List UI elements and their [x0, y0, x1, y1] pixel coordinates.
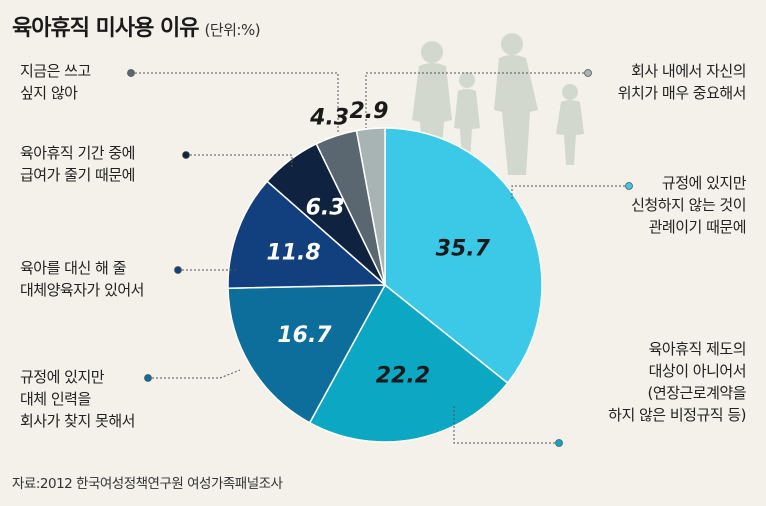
slice-category-label-line: 싶지 않아 — [20, 84, 78, 102]
slice-value-label: 16.7 — [277, 323, 332, 348]
leader-dot — [555, 439, 563, 447]
slice-value-labels: 35.7 22.2 16.7 11.8 6.3 4.3 2.9 — [266, 99, 490, 388]
slice-category-label-line: 하지 않은 비정규직 등) — [608, 406, 746, 424]
source-note: 자료:2012 한국여성정책연구원 여성가족패널조사 — [12, 476, 283, 492]
slice-category-label-line: 대체 인력을 — [20, 390, 91, 408]
slice-category-label-line: 육아휴직 기간 중에 — [20, 144, 135, 162]
slice-category-label-line: 규정에 있지만 — [20, 368, 105, 386]
slice-value-label: 11.8 — [266, 241, 320, 266]
pie-slice — [227, 180, 387, 289]
leader-line — [453, 405, 559, 444]
leader-line — [511, 185, 629, 200]
leader-dot — [182, 151, 190, 159]
leader-lines — [127, 69, 633, 447]
slice-value-label: 2.9 — [349, 99, 388, 124]
leader-line — [365, 72, 588, 128]
slice-category-label-line: 육아휴직 제도의 — [648, 340, 747, 358]
slice-category-label-line: 관례이기 때문에 — [648, 218, 747, 236]
slice-category-label-line: 지금은 쓰고 — [20, 62, 91, 80]
leader-line — [131, 72, 339, 133]
slice-value-label: 22.2 — [376, 363, 430, 388]
slice-category-label-line: 규정에 있지만 — [661, 174, 747, 192]
leader-line — [148, 369, 241, 379]
leader-dot — [144, 374, 152, 382]
leader-dot — [625, 182, 633, 190]
pie-slice — [384, 127, 543, 385]
slice-category-label-line: (연장근로계약을 — [647, 384, 747, 402]
leader-dot — [584, 69, 592, 77]
leader-dot — [174, 266, 182, 274]
slice-value-label: 35.7 — [436, 237, 491, 262]
slice-category-label-line: 대상이 아니어서 — [648, 362, 747, 380]
slice-value-label: 4.3 — [309, 105, 349, 130]
family-silhouette — [412, 33, 584, 175]
pie-slice — [355, 127, 386, 286]
title-row: 육아휴직 미사용 이유 (단위:%) — [12, 10, 261, 42]
slice-category-label-line: 신청하지 않는 것이 — [631, 196, 746, 214]
pie-slice — [308, 283, 509, 443]
slice-category-label-line: 회사 내에서 자신의 — [631, 62, 746, 80]
slice-category-label-line: 대체양육자가 있어서 — [20, 281, 144, 299]
pie-slices — [227, 127, 543, 443]
leader-dot — [127, 69, 135, 77]
chart-title: 육아휴직 미사용 이유 — [12, 16, 199, 41]
unit-label: (단위:%) — [204, 21, 261, 39]
slice-value-label: 6.3 — [306, 195, 345, 220]
slice-category-label-line: 급여가 줄기 때문에 — [20, 166, 135, 184]
slice-category-label-line: 위치가 매우 중요해서 — [617, 84, 747, 102]
slice-category-label-line: 육아를 대신 해 줄 — [20, 259, 126, 277]
slice-category-label-line: 회사가 찾지 못해서 — [20, 412, 135, 430]
leader-line — [186, 154, 293, 168]
pie-slice — [227, 284, 387, 424]
